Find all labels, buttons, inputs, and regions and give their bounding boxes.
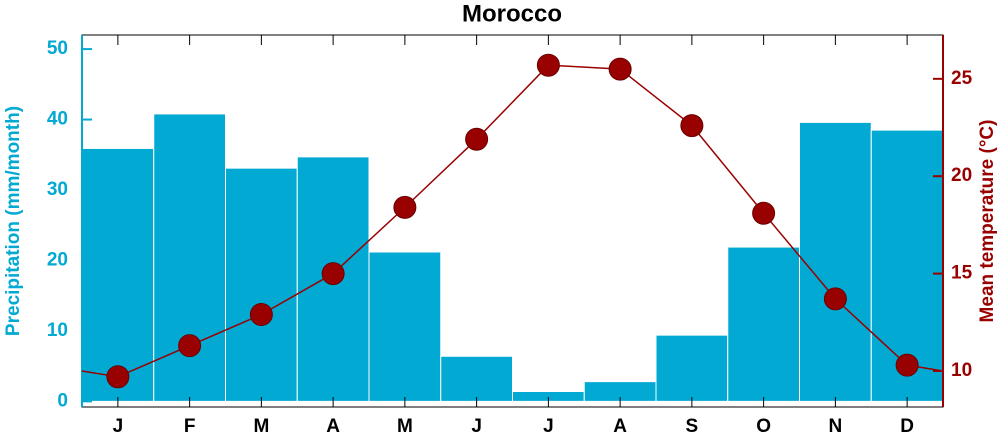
y-tick-label: 10 [47, 320, 68, 341]
y-tick-label: 50 [47, 38, 68, 59]
bar [81, 147, 155, 402]
y2-tick-label: 15 [951, 263, 973, 284]
bar [440, 355, 513, 402]
temperature-point [823, 287, 847, 311]
x-tick-label: J [471, 416, 482, 437]
temperature-point [249, 302, 273, 326]
bar [799, 121, 872, 402]
y2-tick-label: 25 [951, 68, 973, 89]
temperature-line [117, 64, 908, 378]
temperature-point [106, 365, 130, 389]
x-tick-label: J [113, 416, 124, 437]
x-tick-label: J [543, 416, 554, 437]
bar [225, 167, 298, 402]
x-tick-label: M [253, 416, 269, 437]
temperature-point [680, 114, 704, 138]
y2-axis-label: Mean temperature (°C) [977, 120, 998, 323]
temperature-point [465, 127, 489, 151]
x-tick-label: D [900, 416, 914, 437]
bar [655, 334, 729, 402]
temperature-point [752, 201, 776, 225]
x-tick-label: A [613, 416, 627, 437]
x-tick-label: S [686, 416, 699, 437]
x-tick-label: F [184, 416, 196, 437]
chart-title: Morocco [462, 0, 562, 27]
y-axis-label: Precipitation (mm/month) [3, 106, 24, 336]
bar [368, 251, 442, 402]
y-tick-label: 0 [57, 390, 68, 411]
x-tick-label: O [756, 416, 771, 437]
temperature-point [321, 262, 345, 286]
x-tick-label: N [829, 416, 843, 437]
y-tick-label: 20 [47, 249, 68, 270]
x-tick-label: M [397, 416, 413, 437]
temperature-point [608, 57, 632, 81]
y-tick-label: 30 [47, 179, 68, 200]
bar [727, 246, 800, 402]
y-tick-label: 40 [47, 109, 68, 130]
bar [153, 113, 226, 402]
temperature-point [393, 195, 417, 219]
temperature-point [178, 334, 202, 358]
y2-tick-label: 10 [951, 360, 972, 381]
y2-tick-label: 20 [951, 165, 972, 186]
x-tick-label: A [326, 416, 340, 437]
temperature-point [536, 53, 560, 77]
temperature-point [895, 353, 919, 377]
